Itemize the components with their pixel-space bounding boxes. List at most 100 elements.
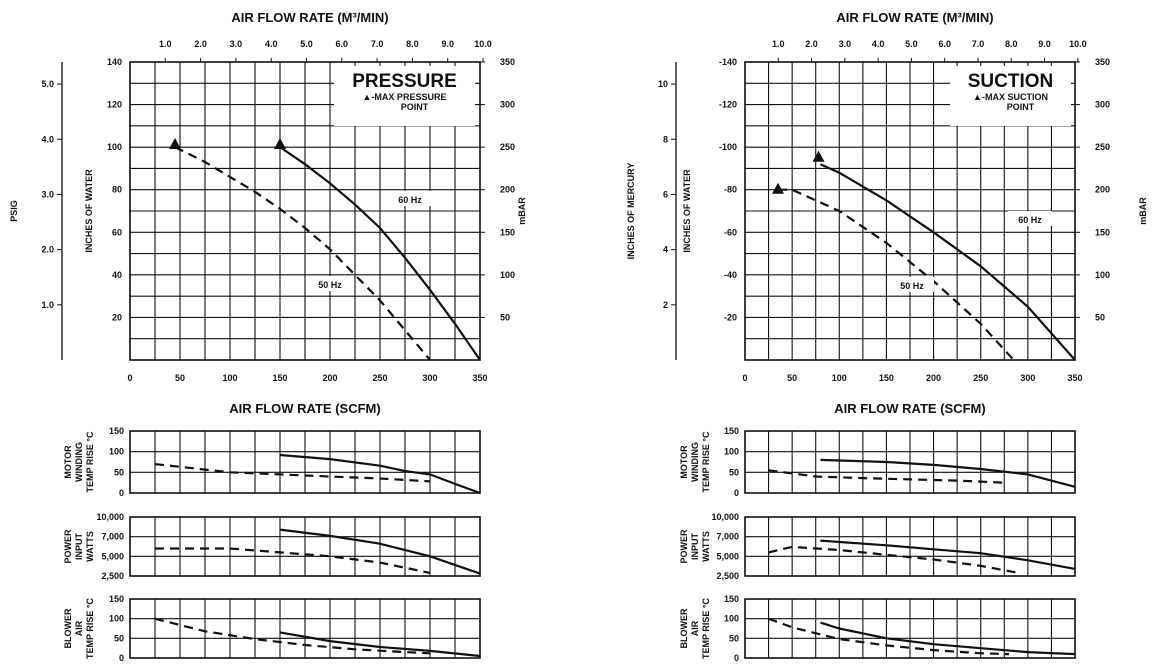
chart1-sub2-tick-label: 5,000 xyxy=(101,551,124,561)
chart1-far-left-tick-label: 5.0 xyxy=(41,79,54,89)
chart2-far-left-tick-label: 6 xyxy=(663,189,668,199)
chart2-left-tick-label: -40 xyxy=(724,270,737,280)
chart1-label-60hz: 60 Hz xyxy=(398,195,422,205)
chart1-marker-note: ▲-MAX PRESSURE xyxy=(363,92,447,102)
chart1-sub3-ylabel-line: BLOWER xyxy=(63,608,73,648)
chart2-sub3-series-50hz xyxy=(768,617,1010,656)
chart1-right-tick-label: 50 xyxy=(500,312,510,322)
chart2-right-tick-label: 200 xyxy=(1095,185,1110,195)
chart2-sub2-tick-label: 5,000 xyxy=(716,551,739,561)
chart2-top-tick-label: 5.0 xyxy=(905,39,918,49)
chart2-bottom-tick-label: 350 xyxy=(1067,373,1082,383)
chart2-top-tick-label: 8.0 xyxy=(1005,39,1018,49)
chart1-bottom-tick-label: 200 xyxy=(322,373,337,383)
chart2-left-tick-label: -120 xyxy=(719,100,737,110)
chart2-far-left-axis-title: INCHES OF MERCURY xyxy=(626,163,636,260)
chart1-left-axis-title: INCHES OF WATER xyxy=(84,169,94,253)
chart1-top-tick-label: 1.0 xyxy=(159,39,172,49)
chart2-sub3-frame xyxy=(744,598,1076,659)
chart2-sub2-ylabel-line: POWER xyxy=(679,529,689,564)
chart1-top-tick-label: 10.0 xyxy=(474,39,492,49)
chart2-right-tick-label: 250 xyxy=(1095,142,1110,152)
chart1-left-tick-label: 40 xyxy=(112,270,122,280)
chart2-bottom-axis-title: AIR FLOW RATE (SCFM) xyxy=(834,401,985,416)
chart2-left-tick-label: -100 xyxy=(719,142,737,152)
chart1-sub3-tick-label: 0 xyxy=(119,653,124,663)
chart1-left-tick-label: 60 xyxy=(112,227,122,237)
chart1-marker-note-2: POINT xyxy=(401,102,429,112)
chart2-sub1-ylabel-line: WINDING xyxy=(690,442,700,482)
chart1-right-tick-label: 350 xyxy=(500,57,515,67)
chart2-sub3-ylabel-line: BLOWER xyxy=(679,608,689,648)
chart2-sub1-frame xyxy=(744,430,1076,494)
chart2-series-50hz xyxy=(778,188,1015,361)
chart1-sub1-ylabel-line: TEMP RISE °C xyxy=(85,431,95,492)
chart2-sub1-tick-label: 50 xyxy=(729,467,739,477)
chart1-series-50hz xyxy=(174,146,431,361)
chart2-right-tick-label: 100 xyxy=(1095,270,1110,280)
chart2-title-box xyxy=(950,66,1071,126)
chart2-top-tick-label: 6.0 xyxy=(938,39,951,49)
chart2-bottom-tick-label: 50 xyxy=(787,373,797,383)
chart1-right-tick-label: 300 xyxy=(500,100,515,110)
chart1-sub1-tick-label: 50 xyxy=(114,467,124,477)
chart2-label-50hz-bg xyxy=(890,277,934,292)
chart1-bottom-tick-label: 50 xyxy=(175,373,185,383)
chart1-bottom-tick-label: 300 xyxy=(422,373,437,383)
chart2-top-tick-label: 9.0 xyxy=(1038,39,1051,49)
chart1-bottom-axis-title: AIR FLOW RATE (SCFM) xyxy=(229,401,380,416)
chart2-label-60hz-bg xyxy=(1008,211,1052,226)
chart1-top-tick-label: 4.0 xyxy=(265,39,278,49)
chart1-far-left-axis-title: PSIG xyxy=(9,200,19,222)
chart1-left-tick-label: 80 xyxy=(112,185,122,195)
chart1-sub2-ylabel-line: POWER xyxy=(63,529,73,564)
chart1-sub3-series-50hz xyxy=(154,617,431,655)
chart1-right-tick-label: 200 xyxy=(500,185,515,195)
chart2-marker-note-2: POINT xyxy=(1007,102,1035,112)
chart1-top-tick-label: 3.0 xyxy=(230,39,243,49)
chart1-right-tick-label: 100 xyxy=(500,270,515,280)
chart2-max-point-marker xyxy=(812,150,825,162)
chart2-sub2-ylabel-line: WATTS xyxy=(701,531,711,562)
chart1-top-tick-label: 5.0 xyxy=(300,39,313,49)
chart1-sub2-ylabel-line: INPUT xyxy=(74,532,84,560)
chart2-sub3-series-60hz xyxy=(820,621,1076,656)
chart1-bottom-tick-label: 250 xyxy=(372,373,387,383)
chart2-max-point-marker xyxy=(772,182,784,194)
chart2-top-tick-label: 3.0 xyxy=(839,39,852,49)
chart2-sub3-tick-label: 100 xyxy=(724,614,739,624)
chart1-right-tick-label: 250 xyxy=(500,142,515,152)
chart1-sub3-tick-label: 100 xyxy=(109,614,124,624)
chart1-top-tick-label: 7.0 xyxy=(371,39,384,49)
chart2-right-tick-label: 50 xyxy=(1095,312,1105,322)
chart1-sub3-ylabel-line: TEMP RISE °C xyxy=(85,598,95,659)
chart2-sub3-tick-label: 150 xyxy=(724,594,739,604)
chart2-label-50hz: 50 Hz xyxy=(900,281,924,291)
chart2-left-tick-label: -80 xyxy=(724,185,737,195)
chart2-plot-frame xyxy=(744,61,1076,361)
chart1-left-tick-label: 140 xyxy=(107,57,122,67)
chart2-far-left-tick-label: 4 xyxy=(663,245,668,255)
chart2-sub2-tick-label: 10,000 xyxy=(711,512,739,522)
chart1-max-point-marker xyxy=(169,138,181,150)
chart2-right-tick-label: 150 xyxy=(1095,227,1110,237)
chart1-chart-title: PRESSURE xyxy=(352,71,457,92)
chart2-sub1-series-60hz xyxy=(820,458,1076,488)
chart2-right-tick-label: 300 xyxy=(1095,100,1110,110)
chart2-bottom-tick-label: 250 xyxy=(973,373,988,383)
chart2-left-tick-label: -20 xyxy=(724,312,737,322)
chart1-sub3-frame xyxy=(129,598,481,659)
chart1-left-tick-label: 100 xyxy=(107,142,122,152)
chart2-sub2-tick-label: 7,000 xyxy=(716,532,739,542)
chart1-sub1-series-50hz xyxy=(154,463,431,483)
chart2-far-left-tick-label: 8 xyxy=(663,134,668,144)
chart1-sub2-series-50hz xyxy=(155,547,431,574)
chart1-top-tick-label: 8.0 xyxy=(406,39,419,49)
chart1-far-left-tick-label: 1.0 xyxy=(41,300,54,310)
chart1-sub2-series-60hz xyxy=(279,528,481,575)
chart1-title-box xyxy=(334,66,475,126)
chart2-bottom-tick-label: 200 xyxy=(926,373,941,383)
chart1-top-tick-label: 6.0 xyxy=(336,39,349,49)
chart1-sub3-series-60hz xyxy=(279,631,481,658)
chart1-sub1-tick-label: 100 xyxy=(109,447,124,457)
